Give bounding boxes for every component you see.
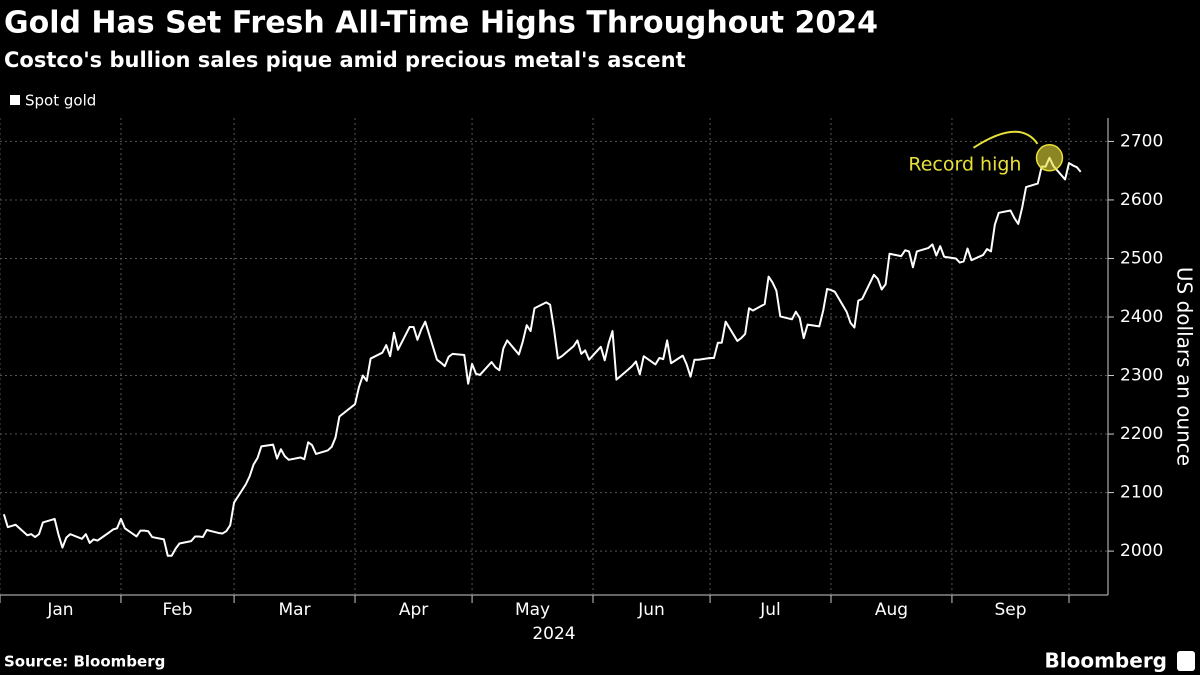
x-tick-label: Feb [162,600,192,620]
line-series [2,156,1082,557]
y-tick-label: 2400 [1120,307,1163,327]
x-tick-label: May [515,600,550,620]
brand-icon [1177,651,1195,671]
y-tick-label: 2600 [1120,190,1163,210]
y-tick-label: 2100 [1120,483,1163,503]
chart-subtitle: Costco's bullion sales pique amid precio… [4,48,686,72]
y-tick-label: 2200 [1120,424,1163,444]
y-tick-label: 2300 [1120,366,1163,386]
annotation-marker [1035,144,1064,172]
x-tick-label: Jan [46,600,73,620]
y-tick-label: 2500 [1120,248,1163,268]
x-tick-label: Jun [637,600,665,620]
x-tick-label: Mar [279,600,311,620]
y-tick-label: 2000 [1120,541,1163,561]
legend-swatch [10,95,20,105]
chart-title: Gold Has Set Fresh All-Time Highs Throug… [4,6,878,41]
x-tick-label: Aug [875,600,908,620]
x-axis-label: 2024 [532,624,575,644]
annotation-text: Record high [908,153,1021,175]
legend-label: Spot gold [25,92,96,110]
x-tick-label: Apr [399,600,428,620]
brand: Bloomberg [1045,649,1167,673]
x-tick-label: Sep [994,600,1026,620]
y-axis-label: US dollars an ounce [1173,267,1197,466]
x-tick-label: Jul [759,600,781,620]
y-tick-label: 2700 [1120,131,1163,151]
annotation-arrow [972,130,1039,149]
source: Source: Bloomberg [4,653,165,671]
